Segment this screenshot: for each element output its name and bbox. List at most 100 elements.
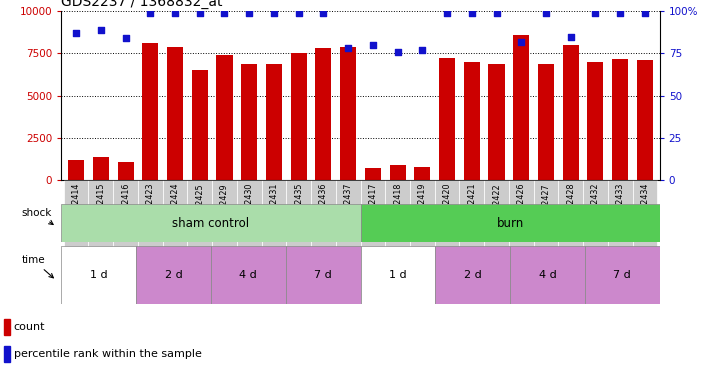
Bar <box>360 180 385 279</box>
Bar <box>509 180 534 279</box>
Text: shock: shock <box>22 208 53 225</box>
Bar <box>632 180 658 279</box>
Point <box>95 27 107 33</box>
Bar <box>340 47 356 180</box>
Text: count: count <box>14 322 45 332</box>
Bar <box>266 64 282 180</box>
Text: GSM32434: GSM32434 <box>640 183 650 226</box>
Bar <box>360 246 435 304</box>
Point <box>367 42 379 48</box>
Text: GSM32428: GSM32428 <box>566 183 575 226</box>
Text: burn: burn <box>497 217 523 229</box>
Bar <box>558 180 583 279</box>
Point <box>491 10 503 16</box>
Point <box>194 10 205 16</box>
Text: GSM32430: GSM32430 <box>244 183 254 226</box>
Bar <box>138 180 163 279</box>
Bar <box>113 180 138 279</box>
Text: 7 d: 7 d <box>614 270 631 280</box>
Text: GDS2237 / 1368832_at: GDS2237 / 1368832_at <box>61 0 223 9</box>
Point <box>516 39 527 45</box>
Bar <box>464 62 479 180</box>
Bar <box>286 180 311 279</box>
Bar <box>510 246 585 304</box>
Bar <box>588 62 603 180</box>
Bar <box>167 47 183 180</box>
Bar <box>315 48 332 180</box>
Bar <box>311 180 336 279</box>
Text: GSM32425: GSM32425 <box>195 183 204 226</box>
Bar <box>389 165 406 180</box>
Point <box>71 30 82 36</box>
Text: GSM32424: GSM32424 <box>171 183 180 226</box>
Text: 2 d: 2 d <box>164 270 182 280</box>
Bar <box>242 64 257 180</box>
Point <box>169 10 181 16</box>
Bar <box>4 346 10 362</box>
Text: GSM32437: GSM32437 <box>344 183 353 226</box>
Text: GSM32419: GSM32419 <box>418 183 427 226</box>
Text: 4 d: 4 d <box>239 270 257 280</box>
Bar <box>163 180 187 279</box>
Text: GSM32422: GSM32422 <box>492 183 501 226</box>
Text: 1 d: 1 d <box>90 270 107 280</box>
Text: time: time <box>22 255 53 278</box>
Text: GSM32418: GSM32418 <box>393 183 402 226</box>
Bar <box>415 167 430 180</box>
Bar <box>136 246 211 304</box>
Text: GSM32421: GSM32421 <box>467 183 477 226</box>
Bar <box>484 180 509 279</box>
Bar <box>4 319 10 335</box>
Text: 1 d: 1 d <box>389 270 407 280</box>
Bar <box>365 168 381 180</box>
Bar <box>583 180 608 279</box>
Text: percentile rank within the sample: percentile rank within the sample <box>14 349 202 359</box>
Bar <box>118 162 133 180</box>
Text: GSM32416: GSM32416 <box>121 183 130 226</box>
Point <box>144 10 156 16</box>
Bar <box>89 180 113 279</box>
Bar <box>360 204 660 242</box>
Bar <box>534 180 558 279</box>
Bar <box>61 204 360 242</box>
Point <box>565 34 577 40</box>
Bar <box>93 157 109 180</box>
Point <box>392 49 403 55</box>
Bar <box>262 180 286 279</box>
Point <box>218 10 230 16</box>
Point <box>441 10 453 16</box>
Point <box>466 10 477 16</box>
Bar <box>513 35 529 180</box>
Point <box>318 10 329 16</box>
Text: GSM32420: GSM32420 <box>443 183 451 226</box>
Point <box>639 10 650 16</box>
Bar <box>410 180 435 279</box>
Bar <box>439 58 455 180</box>
Point <box>540 10 552 16</box>
Point <box>120 35 131 41</box>
Bar <box>637 60 653 180</box>
Point <box>614 10 626 16</box>
Text: 4 d: 4 d <box>539 270 557 280</box>
Text: GSM32431: GSM32431 <box>270 183 278 226</box>
Text: GSM32433: GSM32433 <box>616 183 624 226</box>
Bar <box>562 45 579 180</box>
Text: GSM32427: GSM32427 <box>541 183 550 226</box>
Bar <box>291 53 306 180</box>
Text: 7 d: 7 d <box>314 270 332 280</box>
Bar <box>142 44 159 180</box>
Bar <box>385 180 410 279</box>
Bar <box>212 180 237 279</box>
Point <box>268 10 280 16</box>
Point <box>590 10 601 16</box>
Text: GSM32435: GSM32435 <box>294 183 303 226</box>
Bar <box>192 70 208 180</box>
Bar <box>237 180 262 279</box>
Text: GSM32417: GSM32417 <box>368 183 377 226</box>
Point <box>244 10 255 16</box>
Point <box>417 47 428 53</box>
Bar <box>612 59 628 180</box>
Bar <box>63 180 89 279</box>
Bar <box>336 180 360 279</box>
Text: GSM32429: GSM32429 <box>220 183 229 226</box>
